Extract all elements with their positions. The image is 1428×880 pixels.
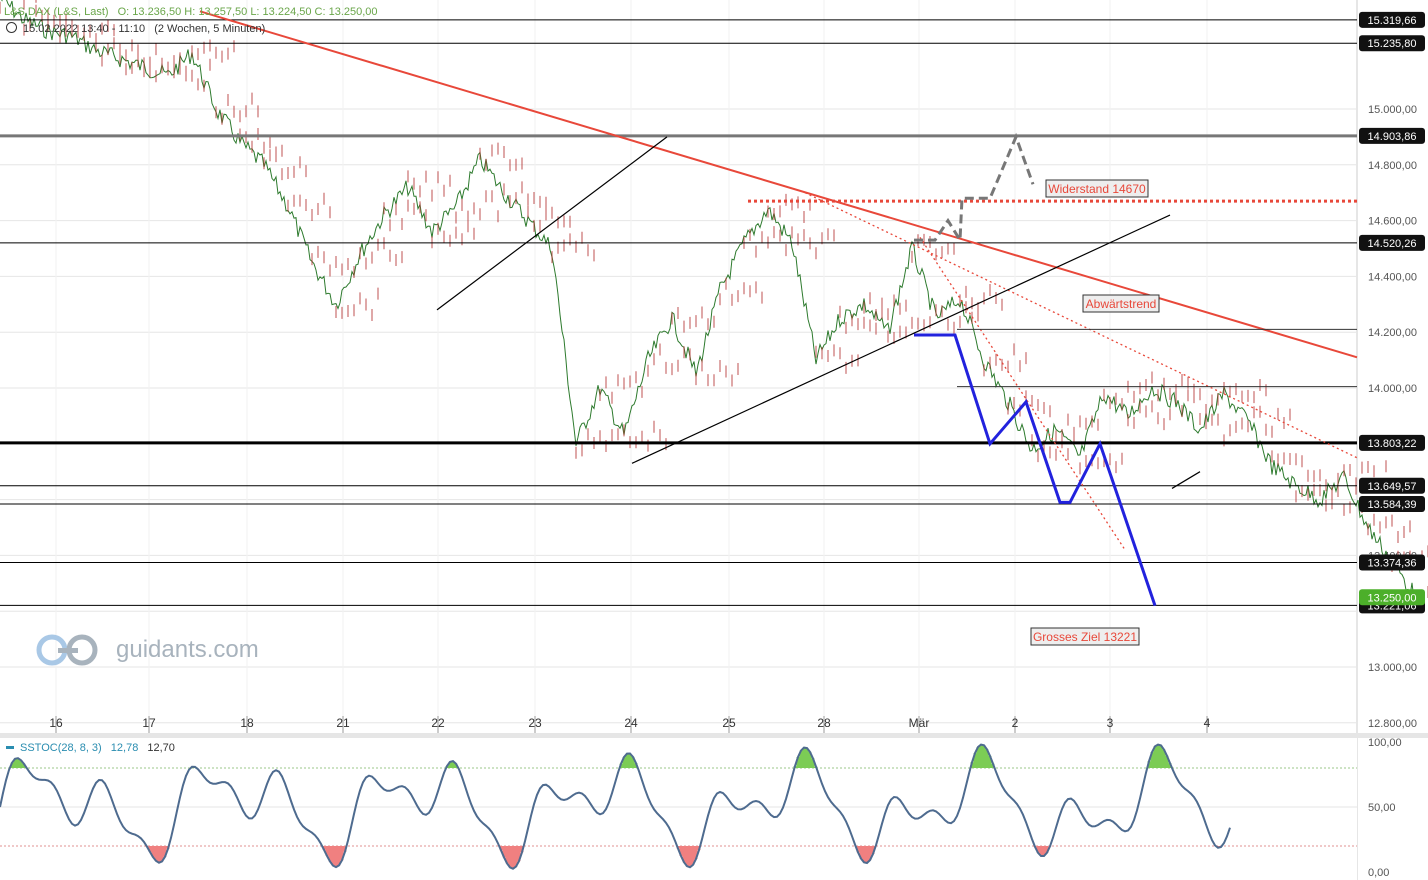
stoch-tick-label: 50,00 [1368,802,1396,814]
stoch-overbought-fill [10,744,1172,768]
annotation-box: Abwärtstrend [1082,294,1160,313]
x-tick-label: 28 [817,716,831,730]
y-tick-label: 12.800,00 [1368,718,1417,730]
level-label-box [1359,234,1425,251]
x-tick-label: 21 [336,716,350,730]
level-price-label: 15.235,80 [1359,35,1425,52]
range-header: 15.02.2022 13:40 - 11:10 (2 Wochen, 5 Mi… [6,22,265,35]
instrument-header: L&S DAX (L&S, Last) O: 13.236,50 H: 13.2… [4,6,378,18]
level-label-box [1359,495,1425,512]
annotation-text: Widerstand 14670 [1048,182,1146,196]
stoch-pane-bg [0,738,1357,880]
level-label-text: 13.649,57 [1368,481,1417,493]
support-trend-line [436,136,668,311]
x-tick-label: 24 [624,716,638,730]
x-tick-label: 4 [1204,716,1211,730]
level-label-box [1359,477,1425,494]
annotation-box-bg [1045,179,1149,198]
price-series-up [1,0,1415,601]
level-label-box [1359,434,1425,451]
last-price-text: 13.250,00 [1368,592,1417,604]
period-text: (2 Wochen, 5 Minuten) [154,23,266,35]
stoch-color-swatch [6,746,14,749]
level-price-label: 14.520,26 [1359,234,1425,251]
stoch-value-2: 12,70 [147,742,175,754]
level-price-label: 13.649,57 [1359,477,1425,494]
y-tick-label: 14.800,00 [1368,160,1417,172]
instrument-name: L&S DAX (L&S, Last) [4,6,109,18]
annotation-box: Grosses Ziel 13221 [1030,627,1140,646]
level-price-label: 15.319,66 [1359,11,1425,28]
x-tick-label: 25 [722,716,736,730]
annotation-box: Widerstand 14670 [1045,179,1149,198]
last-price-box [1359,589,1425,606]
annotation-box-bg [1082,294,1160,313]
annotation-box-bg [1030,627,1140,646]
clock-icon [6,22,17,33]
level-label-text: 13.803,22 [1368,438,1417,450]
y-tick-label: 14.600,00 [1368,216,1417,228]
x-tick-label: 23 [528,716,542,730]
x-tick-label: Mär [909,716,930,730]
level-price-label: 13.584,39 [1359,495,1425,512]
price-series-down [0,0,1428,608]
stoch-header: SSTOC(28, 8, 3) 12,78 12,70 [6,742,175,754]
stoch-tick-label: 100,00 [1368,737,1402,749]
level-label-text: 13.584,39 [1368,499,1417,511]
level-price-label: 13.803,22 [1359,434,1425,451]
x-tick-label: 3 [1107,716,1114,730]
watermark-text: guidants.com [116,636,259,663]
level-label-text: 13.374,36 [1368,558,1417,570]
x-tick-label: 16 [49,716,63,730]
y-tick-label: 14.200,00 [1368,327,1417,339]
ohlc-values: O: 13.236,50 H: 13.257,50 L: 13.224,50 C… [117,6,378,18]
dotted-trend-line [919,236,1126,551]
guidants-logo-icon [36,632,100,675]
level-label-text: 15.235,80 [1368,38,1417,50]
x-tick-label: 17 [142,716,156,730]
x-tick-label: 2 [1012,716,1019,730]
stoch-value-1: 12,78 [110,742,139,754]
level-label-text: 15.319,66 [1368,15,1417,27]
y-tick-label: 13.000,00 [1368,662,1417,674]
x-tick-label: 22 [431,716,445,730]
downtrend-line [199,10,1358,359]
gray-projection-path [914,132,1035,246]
stoch-title: SSTOC(28, 8, 3) [20,742,102,754]
level-label-box [1359,127,1425,144]
level-price-label: 13.374,36 [1359,554,1425,571]
x-tick-label: 18 [240,716,254,730]
y-tick-label: 14.400,00 [1368,271,1417,283]
level-label-box [1359,11,1425,28]
date-range: 15.02.2022 13:40 - 11:10 [23,23,146,35]
y-tick-label: 15.000,00 [1368,104,1417,116]
level-label-text: 14.520,26 [1368,238,1417,250]
annotation-text: Abwärtstrend [1086,297,1157,311]
blue-projection-path [914,333,1157,607]
level-price-label: 14.903,86 [1359,127,1425,144]
small-trend-line [1171,471,1201,489]
support-trend-line [631,214,1171,464]
dotted-trend-line [804,192,1358,459]
pane-separator [0,733,1428,738]
level-label-text: 14.903,86 [1368,131,1417,143]
y-tick-label: 14.000,00 [1368,383,1417,395]
level-label-box [1359,554,1425,571]
annotation-text: Grosses Ziel 13221 [1033,630,1137,644]
level-label-box [1359,35,1425,52]
stoch-tick-label: 0,00 [1368,867,1389,879]
stoch-line [0,743,1231,870]
